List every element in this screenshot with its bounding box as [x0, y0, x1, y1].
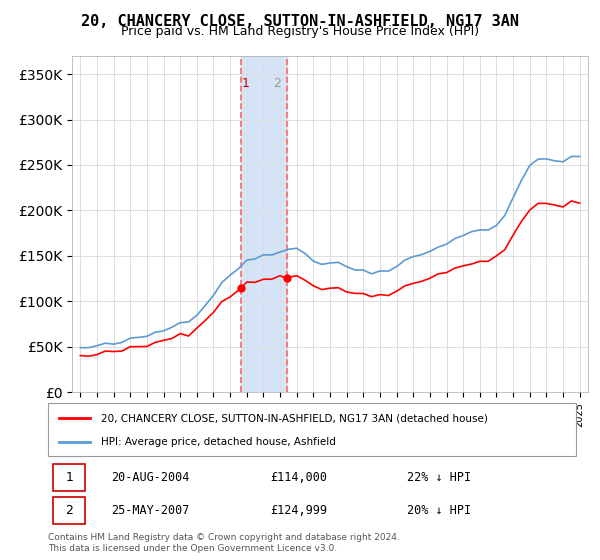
Text: 1: 1: [65, 471, 73, 484]
Text: HPI: Average price, detached house, Ashfield: HPI: Average price, detached house, Ashf…: [101, 436, 335, 446]
Text: 1: 1: [241, 77, 249, 90]
Text: 20, CHANCERY CLOSE, SUTTON-IN-ASHFIELD, NG17 3AN (detached house): 20, CHANCERY CLOSE, SUTTON-IN-ASHFIELD, …: [101, 413, 488, 423]
Text: £124,999: £124,999: [270, 504, 327, 517]
Text: 25-MAY-2007: 25-MAY-2007: [112, 504, 190, 517]
Text: 22% ↓ HPI: 22% ↓ HPI: [407, 471, 471, 484]
Text: Contains HM Land Registry data © Crown copyright and database right 2024.
This d: Contains HM Land Registry data © Crown c…: [48, 533, 400, 553]
Text: 20, CHANCERY CLOSE, SUTTON-IN-ASHFIELD, NG17 3AN: 20, CHANCERY CLOSE, SUTTON-IN-ASHFIELD, …: [81, 14, 519, 29]
Text: 2: 2: [65, 504, 73, 517]
FancyBboxPatch shape: [53, 464, 85, 491]
Text: 2: 2: [273, 77, 281, 90]
FancyBboxPatch shape: [53, 497, 85, 524]
Text: 20% ↓ HPI: 20% ↓ HPI: [407, 504, 471, 517]
Text: 20-AUG-2004: 20-AUG-2004: [112, 471, 190, 484]
Text: Price paid vs. HM Land Registry's House Price Index (HPI): Price paid vs. HM Land Registry's House …: [121, 25, 479, 38]
Text: £114,000: £114,000: [270, 471, 327, 484]
Bar: [241, 56, 287, 392]
FancyBboxPatch shape: [48, 403, 576, 456]
